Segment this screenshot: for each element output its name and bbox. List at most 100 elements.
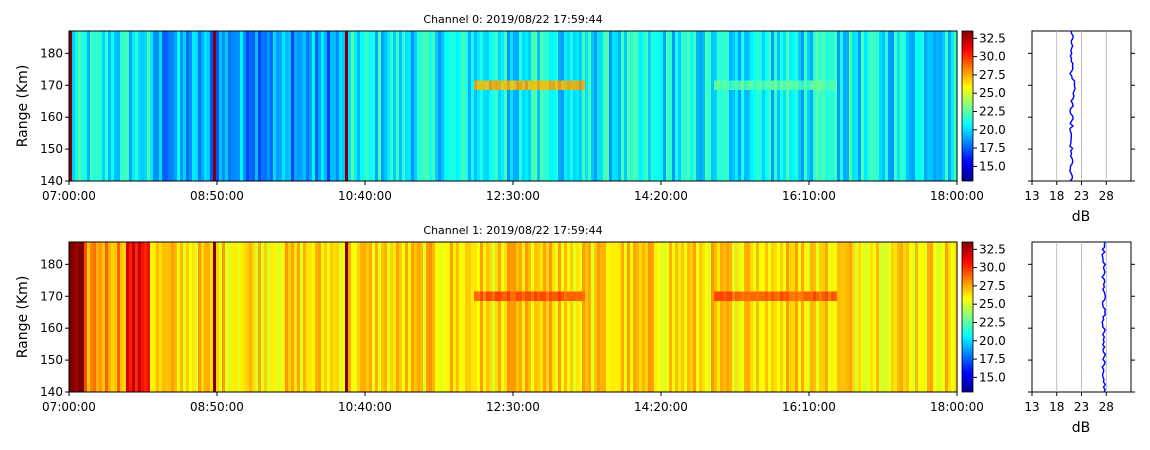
heatmap-layer-cell <box>786 291 790 302</box>
heatmap-column <box>756 31 760 181</box>
heatmap-layer-cell <box>501 291 505 302</box>
heatmap-column <box>810 31 814 181</box>
heatmap-column <box>585 242 589 392</box>
heatmap-layer-cell <box>534 80 538 91</box>
heatmap-column <box>879 242 883 392</box>
heatmap-layer-cell <box>546 291 550 302</box>
heatmap-column <box>513 242 517 392</box>
heatmap-column <box>747 31 751 181</box>
profile-grid <box>1056 31 1107 181</box>
heatmap-column <box>492 31 496 181</box>
heatmap-layer-cell <box>474 291 478 302</box>
heatmap-column <box>666 31 670 181</box>
heatmap-layer-cell <box>525 80 529 91</box>
heatmap-layer-cell <box>810 291 814 302</box>
heatmap-column <box>921 242 925 392</box>
heatmap-column <box>573 242 577 392</box>
heatmap-column <box>222 242 226 392</box>
heatmap-column <box>708 242 712 392</box>
heatmap-layer-cell <box>474 80 478 91</box>
heatmap-column <box>72 31 76 181</box>
heatmap-layer-cell <box>522 80 526 91</box>
heatmap-column <box>315 242 319 392</box>
heatmap-column <box>396 242 400 392</box>
heatmap-column <box>303 31 307 181</box>
heatmap-column <box>936 31 940 181</box>
heatmap-column <box>636 242 640 392</box>
heatmap-layer-cell <box>528 80 532 91</box>
heatmap-column <box>744 242 748 392</box>
colorbar-tick-label: 27.5 <box>979 279 1006 293</box>
heatmap-layer-cell <box>741 291 745 302</box>
heatmap-column <box>333 31 337 181</box>
heatmap-column <box>489 242 493 392</box>
heatmap-column <box>513 31 517 181</box>
heatmap-layer-cell <box>774 80 778 91</box>
heatmap-column <box>207 242 211 392</box>
heatmap-layer-cell <box>729 291 733 302</box>
heatmap-column <box>681 31 685 181</box>
heatmap-column <box>567 242 571 392</box>
heatmap-column <box>330 242 334 392</box>
heatmap-column <box>408 242 412 392</box>
heatmap-column <box>579 242 583 392</box>
heatmap-column <box>519 242 523 392</box>
heatmap-column <box>675 31 679 181</box>
heatmap-column <box>621 31 625 181</box>
heatmap-column <box>873 242 877 392</box>
heatmap-column <box>285 31 289 181</box>
heatmap-column <box>519 31 523 181</box>
heatmap-layer-cell <box>714 291 718 302</box>
heatmap-column <box>768 31 772 181</box>
heatmap-column <box>948 31 952 181</box>
heatmap-column <box>159 242 163 392</box>
colorbar: 15.0 17.5 20.0 22.5 25.0 27.5 30.0 32.5 <box>961 30 1006 182</box>
y-tick-label: 180 <box>40 46 63 60</box>
heatmap-layer-cell <box>813 291 817 302</box>
heatmap-column <box>201 242 205 392</box>
heatmap-column <box>600 31 604 181</box>
heatmap-column <box>495 31 499 181</box>
heatmap-column <box>138 31 142 181</box>
heatmap-column <box>723 242 727 392</box>
heatmap-column <box>192 31 196 181</box>
profile-x-tick-label: 18 <box>1049 400 1064 414</box>
colorbar-tick-label: 27.5 <box>979 68 1006 82</box>
heatmap-column <box>354 31 358 181</box>
heatmap-column <box>696 242 700 392</box>
heatmap-column <box>576 31 580 181</box>
heatmap-column <box>795 31 799 181</box>
heatmap-column <box>417 242 421 392</box>
heatmap-column <box>591 242 595 392</box>
heatmap-column <box>564 242 568 392</box>
profile-x-axis: 13 18 23 28 <box>1024 181 1114 203</box>
heatmap-column <box>426 242 430 392</box>
heatmap-column <box>141 31 145 181</box>
heatmap-column <box>93 242 97 392</box>
heatmap-column <box>870 242 874 392</box>
heatmap-column <box>594 242 598 392</box>
heatmap-layer-cell <box>522 291 526 302</box>
heatmap-layer-cell <box>795 291 799 302</box>
heatmap-column <box>414 242 418 392</box>
x-tick-label: 07:00:00 <box>42 400 96 414</box>
profile-grid <box>1056 242 1107 392</box>
x-tick-label: 07:00:00 <box>42 189 96 203</box>
heatmap-layer-cell <box>519 291 523 302</box>
heatmap-column <box>183 242 187 392</box>
heatmap-layer-cell <box>531 291 535 302</box>
heatmap-column <box>270 31 274 181</box>
heatmap-column <box>813 242 817 392</box>
heatmap-column <box>462 31 466 181</box>
heatmap-column <box>237 31 241 181</box>
heatmap-layer-cell <box>741 80 745 91</box>
colorbar-ticks: 15.0 17.5 20.0 22.5 25.0 27.5 30.0 32.5 <box>973 242 1006 384</box>
heatmap-column <box>402 31 406 181</box>
heatmap-column <box>297 31 301 181</box>
heatmap-column <box>870 31 874 181</box>
heatmap-column <box>825 31 829 181</box>
heatmap-column <box>153 242 157 392</box>
heatmap-column <box>822 31 826 181</box>
heatmap-column <box>801 242 805 392</box>
heatmap-layer-cell <box>555 80 559 91</box>
